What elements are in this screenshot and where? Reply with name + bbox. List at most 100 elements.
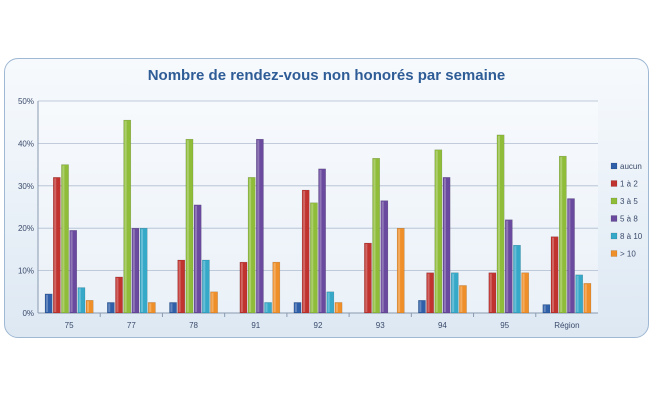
- legend-label: 3 à 5: [620, 197, 638, 206]
- axes: [37, 101, 598, 317]
- bar: [364, 242, 372, 314]
- bar: [264, 302, 272, 314]
- bar-sheen: [514, 246, 517, 312]
- bar: [61, 164, 69, 314]
- bar-sheen: [249, 178, 252, 312]
- bar: [334, 302, 343, 314]
- bar: [459, 285, 467, 314]
- bar-sheen: [203, 261, 206, 312]
- bar: [107, 302, 115, 314]
- bar-sheen: [62, 165, 65, 312]
- x-tick-label: 93: [376, 321, 385, 330]
- bar: [558, 155, 567, 314]
- bar-sheen: [398, 229, 401, 312]
- bar: [77, 287, 86, 314]
- legend-label: 1 à 2: [620, 180, 638, 189]
- legend-swatch: [610, 250, 618, 257]
- plot-area: [38, 101, 598, 313]
- bar: [177, 259, 186, 314]
- bar: [193, 204, 202, 314]
- bar-sheen: [211, 292, 214, 312]
- legend: aucun 1 à 2 3 à 5 5 à 8 8 à 10 > 10: [610, 162, 643, 259]
- bar-sheen: [543, 305, 546, 312]
- bar-sheen: [435, 150, 438, 312]
- bar-sheen: [186, 140, 189, 312]
- bar-sheen: [195, 205, 198, 312]
- bar: [326, 291, 335, 314]
- bar: [542, 304, 551, 314]
- bar: [169, 302, 177, 314]
- bar-sheen: [108, 303, 111, 312]
- bar: [69, 230, 78, 314]
- bar: [293, 302, 302, 314]
- bar: [575, 274, 583, 314]
- bar: [131, 227, 140, 314]
- bar-sheen: [381, 201, 384, 312]
- bar-sheen: [170, 303, 173, 312]
- bar: [185, 138, 194, 314]
- x-tick-label: 92: [314, 321, 323, 330]
- x-tick-label: 75: [65, 321, 74, 330]
- bar-sheen: [132, 229, 135, 312]
- x-tick-label: 94: [438, 321, 447, 330]
- bar-sheen: [78, 288, 81, 312]
- x-tick-label: 95: [500, 321, 509, 330]
- bar-sheen: [452, 273, 455, 312]
- bar: [550, 236, 559, 314]
- legend-swatch: [610, 215, 618, 222]
- bar: [239, 261, 248, 314]
- bar-sheen: [560, 157, 563, 312]
- y-tick-label: 20%: [18, 224, 34, 233]
- x-tick-label: 91: [251, 321, 260, 330]
- bar: [247, 177, 256, 314]
- x-tick-label: Région: [554, 321, 579, 330]
- bar: [426, 272, 434, 314]
- y-tick-label: 50%: [18, 97, 34, 106]
- bar: [148, 302, 156, 314]
- bar-sheen: [568, 199, 571, 312]
- bar: [434, 149, 443, 314]
- bar: [504, 219, 513, 314]
- bar-sheen: [273, 263, 276, 312]
- bar-sheen: [311, 203, 314, 312]
- bar: [567, 198, 575, 314]
- bar: [318, 168, 326, 314]
- bar: [44, 293, 53, 314]
- bar-sheen: [116, 277, 119, 312]
- legend-swatch: [610, 197, 618, 205]
- bar-sheen: [70, 231, 73, 312]
- bar: [521, 272, 529, 314]
- bar: [139, 227, 148, 314]
- y-tick-label: 0%: [22, 309, 34, 318]
- bar: [418, 300, 426, 314]
- bar-sheen: [46, 294, 49, 312]
- bar-chart: 0%10%20%30%40%50%75 77 78 91 92 93 94 95 Région …: [18, 97, 643, 330]
- bar-sheen: [294, 303, 297, 312]
- bar: [272, 261, 281, 314]
- bar-sheen: [419, 301, 422, 312]
- bar-sheen: [87, 301, 90, 312]
- y-tick-label: 10%: [18, 267, 34, 276]
- bar-sheen: [240, 263, 243, 312]
- bar: [210, 291, 218, 314]
- bar-sheen: [506, 220, 509, 312]
- bar-sheen: [141, 229, 144, 312]
- bar-sheen: [460, 286, 463, 312]
- bar: [115, 276, 123, 314]
- bar: [53, 177, 61, 314]
- chart-frame: Nombre de rendez-vous non honorés par se…: [4, 58, 649, 338]
- bar-sheen: [551, 237, 554, 312]
- bar: [583, 283, 592, 314]
- bar-sheen: [335, 303, 338, 312]
- bar-sheen: [319, 169, 322, 312]
- y-tick-label: 40%: [18, 139, 34, 148]
- legend-swatch: [610, 162, 618, 170]
- bar-sheen: [265, 303, 268, 312]
- bar-sheen: [365, 244, 368, 312]
- legend-swatch: [610, 232, 618, 240]
- bar-sheen: [497, 135, 500, 312]
- bar-sheen: [584, 284, 587, 312]
- chart-title: Nombre de rendez-vous non honorés par se…: [147, 67, 506, 84]
- legend-label: 5 à 8: [620, 215, 638, 224]
- bar-sheen: [149, 303, 152, 312]
